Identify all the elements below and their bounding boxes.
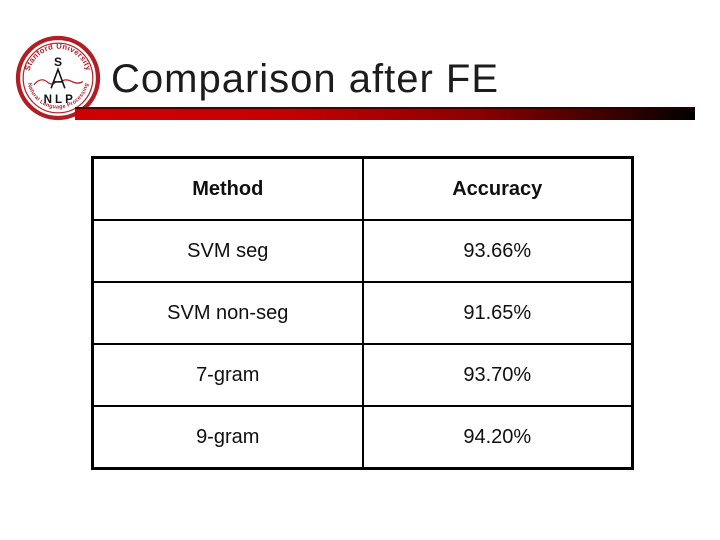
accuracy-cell: 93.66%: [361, 219, 634, 283]
method-cell: 9-gram: [91, 405, 364, 470]
table-row: SVM seg 93.66%: [91, 219, 634, 283]
method-cell: SVM seg: [91, 219, 364, 283]
method-cell: 7-gram: [91, 343, 364, 407]
accuracy-cell: 94.20%: [361, 405, 634, 470]
comparison-table: Method Accuracy SVM seg 93.66% SVM non-s…: [91, 156, 634, 470]
logo-peak: [50, 67, 66, 89]
accuracy-cell: 91.65%: [361, 281, 634, 345]
column-header-accuracy: Accuracy: [361, 156, 634, 221]
table-row: SVM non-seg 91.65%: [91, 281, 634, 345]
method-cell: SVM non-seg: [91, 281, 364, 345]
stanford-nlp-logo-icon: Stanford University Natural Language Pro…: [15, 35, 101, 121]
page-title: Comparison after FE: [111, 57, 500, 101]
title-accent-bar: [75, 107, 695, 120]
table-row: 9-gram 94.20%: [91, 405, 634, 470]
logo-monogram-nlp: NLP: [44, 93, 76, 106]
table-row: 7-gram 93.70%: [91, 343, 634, 407]
logo-ridge-right: [60, 79, 84, 84]
accuracy-cell: 93.70%: [361, 343, 634, 407]
logo-monogram-s: S: [54, 55, 62, 69]
table-header-row: Method Accuracy: [91, 156, 634, 221]
column-header-method: Method: [91, 156, 364, 221]
